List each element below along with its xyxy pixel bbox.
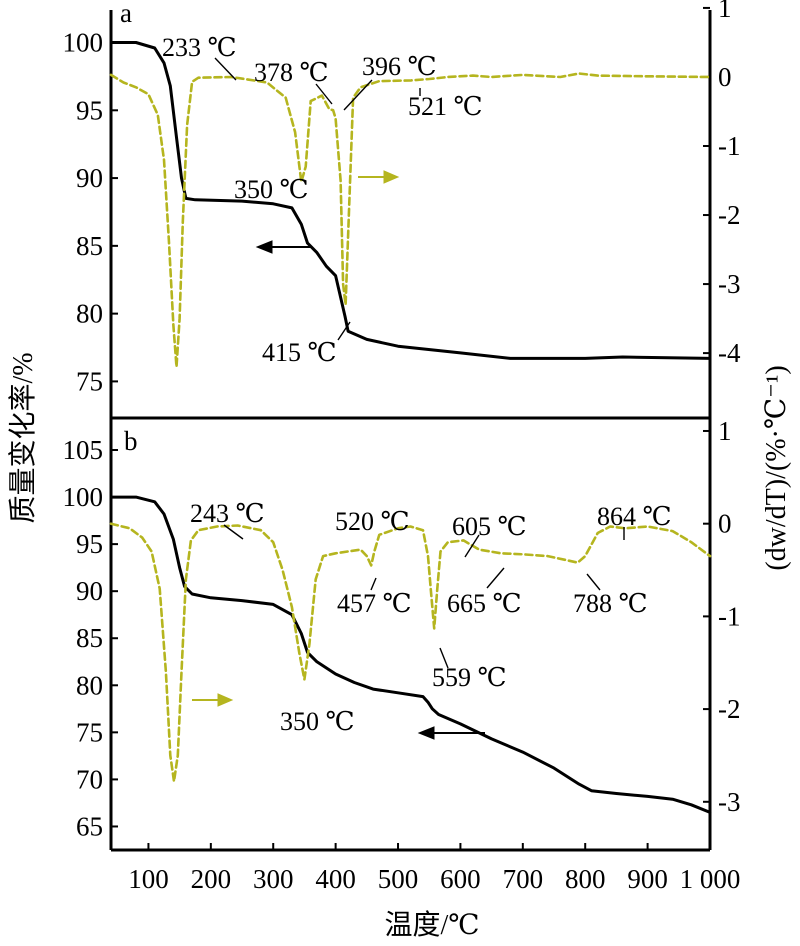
panel-b-left-tick-label-100: 100 <box>63 482 104 512</box>
leader-b-788 <box>586 573 601 591</box>
arrow-a-left-axis <box>255 240 312 254</box>
panel-a-label: a <box>120 0 132 28</box>
x-tick-label-500: 500 <box>378 864 419 894</box>
annotation-b-520: 520 ℃ <box>335 507 410 536</box>
leader-a-415 <box>337 321 351 341</box>
panel-a-right-tick-label-1: 1 <box>718 0 732 23</box>
panel-b-left-tick-label-70: 70 <box>76 764 103 794</box>
panel-b-left-tick-label-75: 75 <box>76 717 103 747</box>
annotation-b-605: 605 ℃ <box>452 512 527 541</box>
x-tick-label-300: 300 <box>253 864 294 894</box>
panel-b-left-tick-label-105: 105 <box>63 435 104 465</box>
annotation-b-350: 350 ℃ <box>280 707 355 736</box>
annotation-leaders <box>214 57 625 669</box>
x-tick-label-200: 200 <box>191 864 232 894</box>
panel-a-right-tick-label--1: -1 <box>718 131 741 161</box>
panel-b-tg-curve <box>109 495 712 814</box>
panel-a-right-tick-label--4: -4 <box>718 338 741 368</box>
annotation-b-864: 864 ℃ <box>597 502 672 531</box>
x-tick-label-100: 100 <box>128 864 169 894</box>
leader-a-378 <box>315 83 333 105</box>
annotation-a-396: 396 ℃ <box>362 52 437 81</box>
panel-b-right-tick-label-1: 1 <box>718 416 732 446</box>
panel-a-y-ticks: 75 80 85 90 95 100 -4 -3 -2 -1 0 1 <box>63 0 741 396</box>
panel-a-left-tick-label-95: 95 <box>76 95 103 125</box>
arrow-a-right-axis <box>358 170 400 184</box>
annotation-b-243: 243 ℃ <box>190 499 265 528</box>
leader-b-559 <box>439 647 449 669</box>
x-tick-label-900: 900 <box>627 864 668 894</box>
panel-b-right-tick-label--3: -3 <box>718 787 741 817</box>
x-axis-ticks: 100 200 300 400 500 600 700 800 900 1 000 <box>128 843 740 894</box>
panel-b-dtg-curve <box>109 522 712 783</box>
x-tick-label-800: 800 <box>565 864 606 894</box>
annotation-b-457: 457 ℃ <box>337 589 412 618</box>
annotation-b-665: 665 ℃ <box>447 589 522 618</box>
annotation-a-350: 350 ℃ <box>234 175 309 204</box>
panel-a-dtg-curve <box>109 72 712 369</box>
annotation-a-233: 233 ℃ <box>162 33 237 62</box>
panel-b-left-tick-label-85: 85 <box>76 623 103 653</box>
left-y-axis-title: 质量变化率/% <box>7 352 39 523</box>
panel-b-y-ticks: 65 70 75 80 85 90 95 100 105 -3 -2 -1 0 1 <box>63 416 741 841</box>
x-tick-label-400: 400 <box>315 864 356 894</box>
panel-b-left-tick-label-90: 90 <box>76 576 103 606</box>
frame <box>109 10 712 852</box>
panel-a-series <box>109 41 712 369</box>
leader-a-233 <box>214 57 237 81</box>
panel-a-left-tick-label-90: 90 <box>76 163 103 193</box>
x-tick-label-1000: 1 000 <box>680 864 741 894</box>
panel-b-right-tick-label-0: 0 <box>718 509 732 539</box>
panel-a-left-tick-label-80: 80 <box>76 299 103 329</box>
leader-b-243 <box>223 524 244 540</box>
leader-a-396 <box>343 79 373 111</box>
panel-a-right-tick-label--3: -3 <box>718 269 741 299</box>
annotation-a-415: 415 ℃ <box>262 338 337 367</box>
panel-a-right-tick-label-0: 0 <box>718 62 732 92</box>
leader-b-665 <box>486 567 505 589</box>
panel-b-right-tick-label--1: -1 <box>718 601 741 631</box>
panel-a-left-tick-label-85: 85 <box>76 231 103 261</box>
panel-a-tg-curve <box>109 41 712 360</box>
right-y-axis-title: (dw/dT)/(%·℃⁻¹) <box>761 365 792 570</box>
panel-b-left-tick-label-80: 80 <box>76 670 103 700</box>
annotation-a-521: 521 ℃ <box>408 92 483 121</box>
panel-b-right-tick-label--2: -2 <box>718 694 741 724</box>
annotation-b-788: 788 ℃ <box>573 589 648 618</box>
leader-b-605 <box>464 534 480 558</box>
panel-b-left-tick-label-65: 65 <box>76 811 103 841</box>
x-tick-label-700: 700 <box>503 864 544 894</box>
annotation-a-378: 378 ℃ <box>254 58 329 87</box>
panel-b-series <box>109 495 712 814</box>
leader-b-457 <box>370 577 377 591</box>
panel-a-left-tick-label-75: 75 <box>76 366 103 396</box>
annotation-b-559: 559 ℃ <box>432 663 507 692</box>
x-axis-title: 温度/℃ <box>384 909 479 941</box>
x-tick-label-600: 600 <box>440 864 481 894</box>
axis-arrows <box>192 170 485 740</box>
panel-b-label: b <box>124 426 138 456</box>
panel-a-left-tick-label-100: 100 <box>63 28 104 58</box>
panel-b-left-tick-label-95: 95 <box>76 529 103 559</box>
panel-a-right-tick-label--2: -2 <box>718 200 741 230</box>
arrow-b-right-axis <box>192 693 234 707</box>
arrow-b-left-axis <box>417 726 485 740</box>
